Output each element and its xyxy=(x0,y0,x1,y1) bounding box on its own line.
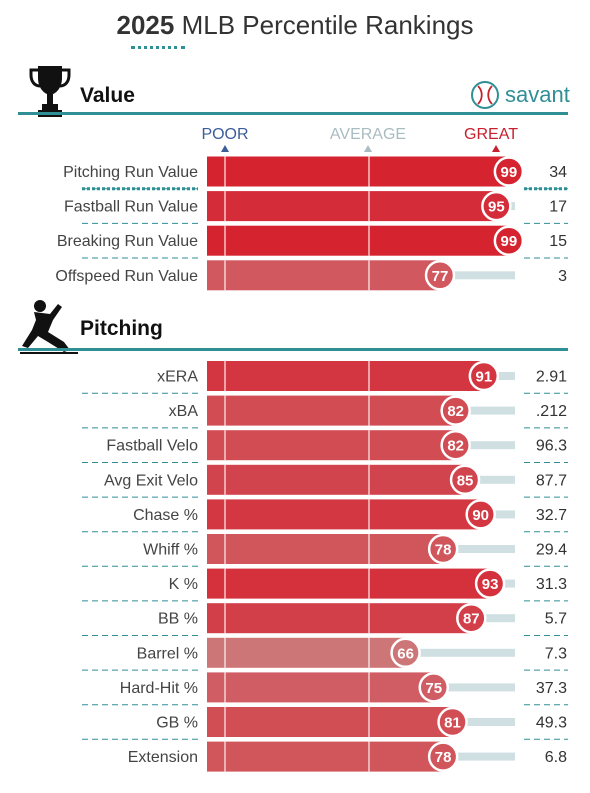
metric-value-pitching-0: 2.91 xyxy=(536,369,567,386)
bar-value-2 xyxy=(207,225,509,256)
metric-value-pitching-2: 96.3 xyxy=(536,438,567,455)
percentile-circle-pitching-6 xyxy=(474,568,506,599)
section-rule-pitching xyxy=(18,348,568,351)
percentile-circle-value-0 xyxy=(493,156,525,187)
percentile-label-pitching-6: 93 xyxy=(482,576,499,593)
bar-pitching-10 xyxy=(207,707,453,737)
metric-value-value-2: 15 xyxy=(549,233,567,250)
metric-label-value-2: Breaking Run Value xyxy=(57,233,198,250)
metric-label-pitching-2: Fastball Velo xyxy=(106,438,198,455)
percentile-label-pitching-0: 91 xyxy=(475,369,492,386)
title-year: 2025 xyxy=(116,10,175,40)
percentile-circle-pitching-4 xyxy=(465,499,496,530)
metric-value-pitching-11: 6.8 xyxy=(545,749,567,766)
bar-pitching-8 xyxy=(207,637,406,668)
percentile-circle-value-1 xyxy=(481,190,512,222)
bar-pitching-11 xyxy=(207,741,444,772)
title-underline xyxy=(131,46,185,49)
metric-value-value-1: 17 xyxy=(549,199,567,216)
metric-value-pitching-7: 5.7 xyxy=(545,611,567,628)
metric-label-pitching-3: Avg Exit Velo xyxy=(104,472,198,489)
percentile-label-value-0: 99 xyxy=(501,164,518,181)
percentile-circle-pitching-11 xyxy=(427,741,459,772)
metric-value-pitching-4: 32.7 xyxy=(536,507,567,524)
bar-pitching-3 xyxy=(207,464,466,495)
bar-pitching-7 xyxy=(207,603,472,634)
percentile-circle-pitching-10 xyxy=(437,706,468,738)
percentile-circle-pitching-8 xyxy=(390,637,421,669)
metric-label-pitching-7: BB % xyxy=(158,611,198,628)
bar-pitching-1 xyxy=(207,395,456,426)
brand-logo-text: savant xyxy=(505,82,570,107)
bar-pitching-0 xyxy=(207,361,484,391)
bar-pitching-4 xyxy=(207,499,481,530)
bar-pitching-6 xyxy=(207,568,491,599)
section-title-pitching: Pitching xyxy=(80,317,163,340)
percentile-label-pitching-5: 78 xyxy=(435,542,452,559)
metric-value-value-3: 3 xyxy=(558,268,567,285)
percentile-circle-pitching-7 xyxy=(456,602,487,634)
percentile-circle-pitching-0 xyxy=(468,360,500,392)
title-text: MLB Percentile Rankings xyxy=(181,10,474,40)
scale-label-great: GREAT xyxy=(464,126,518,143)
metric-label-pitching-4: Chase % xyxy=(133,507,198,524)
pitcher-icon xyxy=(20,300,78,354)
metric-value-pitching-10: 49.3 xyxy=(536,715,567,732)
percentile-circle-pitching-5 xyxy=(427,533,459,565)
percentile-label-pitching-4: 90 xyxy=(472,507,489,524)
percentile-label-pitching-2: 82 xyxy=(447,438,464,455)
bar-value-0 xyxy=(207,156,509,187)
metric-value-pitching-1: .212 xyxy=(536,403,567,420)
bar-value-3 xyxy=(207,260,441,291)
scale-label-average: AVERAGE xyxy=(329,126,407,143)
percentile-circle-pitching-1 xyxy=(440,395,471,426)
metric-label-pitching-9: Hard-Hit % xyxy=(120,680,198,697)
percentile-label-pitching-3: 85 xyxy=(457,472,474,489)
bar-pitching-5 xyxy=(207,534,444,564)
section-rule-value xyxy=(18,112,568,115)
percentile-label-pitching-11: 78 xyxy=(435,749,452,766)
percentile-label-pitching-7: 87 xyxy=(463,611,480,628)
percentile-label-pitching-10: 81 xyxy=(444,715,461,732)
metric-value-pitching-9: 37.3 xyxy=(536,680,567,697)
metric-value-value-0: 34 xyxy=(549,164,567,181)
scale-marker-average xyxy=(364,145,372,152)
metric-value-pitching-3: 87.7 xyxy=(536,472,567,489)
percentile-label-value-1: 95 xyxy=(488,199,505,216)
percentile-label-pitching-8: 66 xyxy=(397,645,414,662)
metric-value-pitching-8: 7.3 xyxy=(545,645,567,662)
percentile-label-value-3: 77 xyxy=(432,268,449,285)
metric-label-pitching-8: Barrel % xyxy=(137,645,198,662)
percentile-label-pitching-1: 82 xyxy=(447,403,464,420)
baseball-icon xyxy=(471,81,499,109)
metric-label-pitching-11: Extension xyxy=(128,749,198,766)
metric-label-pitching-1: xBA xyxy=(169,403,199,420)
percentile-circle-pitching-2 xyxy=(440,429,471,461)
metric-label-pitching-10: GB % xyxy=(156,715,198,732)
metric-value-pitching-5: 29.4 xyxy=(536,542,567,559)
metric-label-pitching-0: xERA xyxy=(157,369,198,386)
percentile-circle-pitching-9 xyxy=(418,672,449,703)
metric-label-value-1: Fastball Run Value xyxy=(64,199,198,216)
percentile-label-pitching-9: 75 xyxy=(425,680,442,697)
metric-value-pitching-6: 31.3 xyxy=(536,576,567,593)
percentile-label-value-2: 99 xyxy=(501,233,518,250)
bar-pitching-9 xyxy=(207,672,434,703)
metric-label-value-0: Pitching Run Value xyxy=(63,164,198,181)
metric-label-pitching-5: Whiff % xyxy=(143,542,198,559)
metric-label-pitching-6: K % xyxy=(169,576,198,593)
percentile-circle-value-2 xyxy=(493,225,525,256)
percentile-circle-pitching-3 xyxy=(449,464,481,496)
chart-title: 2025 MLB Percentile Rankings xyxy=(0,10,590,41)
percentile-circle-value-3 xyxy=(424,260,456,291)
bar-value-1 xyxy=(207,191,497,222)
bar-pitching-2 xyxy=(207,430,456,461)
scale-label-poor: POOR xyxy=(201,126,249,143)
section-title-value: Value xyxy=(80,84,135,107)
scale-marker-poor xyxy=(221,145,229,152)
metric-label-value-3: Offspeed Run Value xyxy=(55,268,198,285)
scale-marker-great xyxy=(492,145,500,152)
